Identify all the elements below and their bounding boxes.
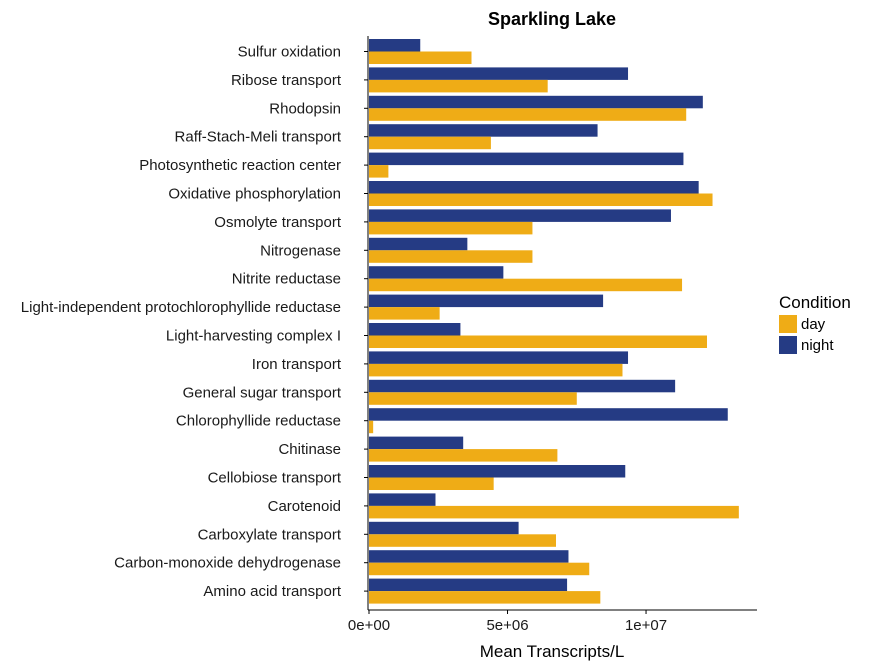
category-label: Amino acid transport xyxy=(203,583,341,600)
category-label: Carbon-monoxide dehydrogenase xyxy=(114,555,341,572)
bar-night xyxy=(369,550,569,563)
bar-day xyxy=(369,392,577,405)
bar-day xyxy=(369,363,623,377)
bar-day xyxy=(369,136,491,150)
legend-swatch-day xyxy=(779,315,797,333)
x-axis-title: Mean Transcripts/L xyxy=(480,642,625,661)
bar-night xyxy=(369,266,504,279)
bar-day xyxy=(369,591,601,604)
bar-night xyxy=(369,124,598,137)
legend-title: Condition xyxy=(779,293,851,312)
category-label: Light-independent protochlorophyllide re… xyxy=(21,299,341,316)
bar-day xyxy=(369,449,558,462)
category-label: Nitrite reductase xyxy=(232,271,341,288)
bar-night xyxy=(369,294,604,308)
bar-night xyxy=(369,152,684,166)
bar-night xyxy=(369,181,699,194)
chart-title: Sparkling Lake xyxy=(488,9,616,29)
bar-night xyxy=(369,436,464,450)
category-label: Photosynthetic reaction center xyxy=(139,157,341,174)
legend-label-day: day xyxy=(801,316,826,333)
bar-day xyxy=(369,307,440,320)
bar-day xyxy=(369,193,713,206)
category-label: Raff-Stach-Meli transport xyxy=(175,129,342,146)
category-label: Chitinase xyxy=(278,441,341,458)
legend-label-night: night xyxy=(801,337,834,354)
bar-day xyxy=(369,278,683,292)
bar-day xyxy=(369,562,590,576)
x-tick-label: 5e+06 xyxy=(486,617,528,634)
bar-night xyxy=(369,578,568,592)
bar-day xyxy=(369,221,533,235)
category-label: Rhodopsin xyxy=(269,100,341,117)
bar-night xyxy=(369,493,436,506)
bar-night xyxy=(369,379,676,393)
bar-night xyxy=(369,521,519,535)
bar-day xyxy=(369,108,687,121)
bar-day xyxy=(369,250,533,263)
x-tick-label: 1e+07 xyxy=(625,617,667,634)
bar-night xyxy=(369,67,629,80)
bar-night xyxy=(369,237,468,251)
category-label: Nitrogenase xyxy=(260,242,341,259)
bar-night xyxy=(369,465,626,478)
bar-night xyxy=(369,95,703,109)
category-label: Chlorophyllide reductase xyxy=(176,413,341,430)
bar-day xyxy=(369,505,739,519)
legend: Condition day night xyxy=(779,293,851,354)
bar-day xyxy=(369,165,389,178)
bar-day xyxy=(369,79,548,93)
bars-group xyxy=(369,39,739,604)
bar-day xyxy=(369,335,707,348)
category-label: Carotenoid xyxy=(268,498,341,515)
bar-day xyxy=(369,420,374,434)
category-label: Ribose transport xyxy=(231,72,342,89)
category-label: Carboxylate transport xyxy=(198,526,342,543)
x-tick-label: 0e+00 xyxy=(348,617,390,634)
x-axis-ticks: 0e+00 5e+06 1e+07 xyxy=(348,610,667,634)
category-label: Iron transport xyxy=(252,356,342,373)
category-labels: Sulfur oxidation Ribose transport Rhodopsi… xyxy=(21,44,368,600)
bar-day xyxy=(369,51,472,64)
bar-night xyxy=(369,39,421,52)
category-label: Light-harvesting complex I xyxy=(166,328,341,345)
category-label: Osmolyte transport xyxy=(214,214,342,231)
bar-day xyxy=(369,534,556,547)
legend-swatch-night xyxy=(779,336,797,354)
category-label: General sugar transport xyxy=(183,384,342,401)
category-label: Cellobiose transport xyxy=(208,470,342,487)
bar-day xyxy=(369,477,494,490)
bar-night xyxy=(369,351,629,364)
bar-night xyxy=(369,209,671,222)
category-label: Oxidative phosphorylation xyxy=(168,186,341,203)
bar-night xyxy=(369,323,461,336)
category-label: Sulfur oxidation xyxy=(238,44,341,61)
bar-night xyxy=(369,408,728,421)
